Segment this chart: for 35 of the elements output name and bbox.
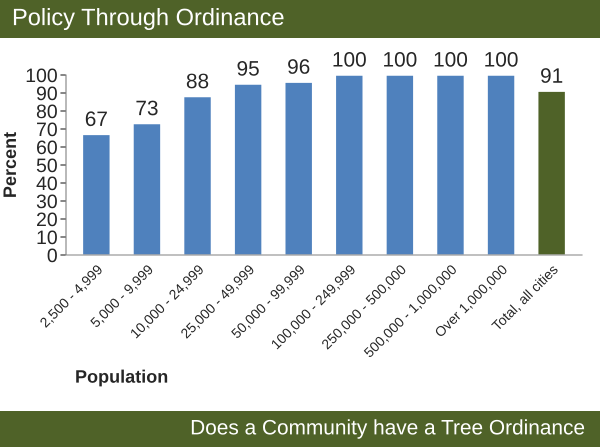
x-axis-title: Population xyxy=(76,370,168,386)
data-label: 100 xyxy=(485,52,518,67)
bar xyxy=(234,83,263,255)
y-tick-label: 100 xyxy=(26,68,57,82)
y-tick-label: 60 xyxy=(37,140,57,154)
bar xyxy=(284,82,314,255)
data-label: 88 xyxy=(186,74,208,88)
text: Does a Community have a Tree Ordinance xyxy=(192,419,584,439)
y-tick-label: 0 xyxy=(48,248,57,262)
data-label: 73 xyxy=(136,100,158,116)
bar xyxy=(82,134,111,255)
data-label: 67 xyxy=(86,111,107,126)
y-tick-label: 40 xyxy=(36,176,57,190)
y-tick-label: 30 xyxy=(36,194,57,208)
bar xyxy=(132,122,162,255)
y-axis-title: Percent xyxy=(4,132,16,197)
y-tick-label: 10 xyxy=(38,230,57,244)
data-label: 100 xyxy=(334,52,366,67)
y-tick-label: 90 xyxy=(36,86,57,100)
y-tick-label: 20 xyxy=(37,212,57,226)
bar xyxy=(385,75,414,255)
bar xyxy=(537,90,566,255)
chart-title: Policy Through Ordinance xyxy=(14,8,284,30)
y-tick-label: 50 xyxy=(36,158,57,172)
y-tick-label: 70 xyxy=(37,122,57,136)
data-label: 95 xyxy=(238,60,259,76)
data-label: 100 xyxy=(434,52,468,67)
data-label: 100 xyxy=(384,52,416,67)
bar xyxy=(182,96,212,255)
data-label: 96 xyxy=(288,59,310,74)
data-label: 91 xyxy=(541,68,562,83)
bar xyxy=(436,75,466,255)
bar xyxy=(486,75,516,255)
bar xyxy=(334,75,364,255)
y-tick-label: 80 xyxy=(36,104,57,118)
